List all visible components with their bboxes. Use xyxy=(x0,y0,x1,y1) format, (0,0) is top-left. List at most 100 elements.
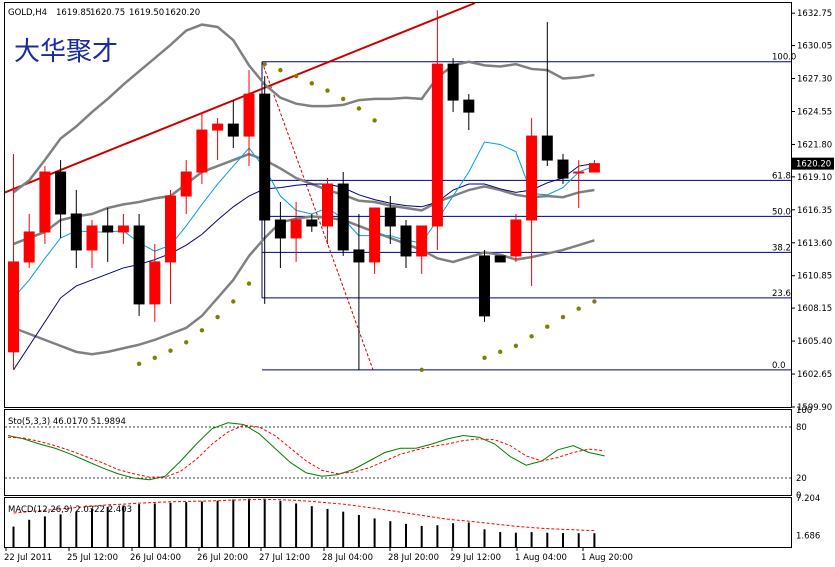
time-tick-label: 1 Aug 04:00 xyxy=(515,553,567,563)
candle-body xyxy=(588,163,600,173)
price-tick-label: 1621.80 xyxy=(797,140,832,150)
time-tick-label: 25 Jul 12:00 xyxy=(67,553,118,563)
stochastic-signal-line xyxy=(7,424,605,478)
candle-body xyxy=(86,225,98,251)
candle-body xyxy=(227,123,239,137)
price-plot: 100.0 61.8 50.0 38.2 23.6 0.0 xyxy=(4,2,796,373)
price-tick-label: 1630.05 xyxy=(797,42,832,52)
candle-body xyxy=(384,207,396,227)
sar-dot xyxy=(262,61,267,67)
candle-body xyxy=(55,171,67,215)
candle-body xyxy=(165,195,176,263)
fib-level-label: 61.8 xyxy=(772,171,791,181)
sar-dot xyxy=(498,349,503,355)
fib-level-label: 50.0 xyxy=(772,207,791,217)
candle-body xyxy=(526,135,538,221)
time-tick-label: 26 Jul 20:00 xyxy=(197,553,248,563)
sar-dot xyxy=(560,314,566,320)
candle-body xyxy=(337,183,349,251)
candle-body xyxy=(117,225,129,233)
sar-dot xyxy=(231,299,236,304)
price-panel-frame xyxy=(4,2,792,408)
stochastic-tick-label: 20 xyxy=(796,474,807,484)
candle-body xyxy=(510,219,522,257)
candle-body xyxy=(274,219,286,239)
candle-body xyxy=(243,93,255,137)
sar-dot xyxy=(482,355,487,361)
time-tick-label: 29 Jul 12:00 xyxy=(450,553,501,563)
fib-level-label: 100.0 xyxy=(772,53,796,63)
macd-tick-label: 1.686 xyxy=(796,532,820,542)
candle-body xyxy=(557,159,569,179)
symbol-label: GOLD,H4 xyxy=(8,8,47,18)
sar-dot xyxy=(199,328,205,333)
ma-slow-line xyxy=(13,163,595,371)
sar-dot xyxy=(529,334,534,339)
sar-dot xyxy=(325,88,330,93)
price-tick-label: 1605.40 xyxy=(797,337,832,347)
candle-body xyxy=(39,171,51,233)
price-axis: 1632.75 1630.05 1627.30 1624.55 1621.80 1619.… xyxy=(791,9,834,413)
fib-diagonal xyxy=(261,61,374,371)
bollinger-upper-line xyxy=(12,23,595,194)
sar-dot xyxy=(372,118,377,123)
macd-tick-label: 7.204 xyxy=(796,494,820,504)
candle-body xyxy=(149,261,161,305)
candle-body xyxy=(322,183,333,227)
candle-body xyxy=(180,171,192,197)
ohlc-open: 1619.85 xyxy=(56,8,91,18)
current-price-box xyxy=(792,157,834,170)
price-tick-label: 1610.85 xyxy=(797,272,832,282)
price-tick-label: 1608.15 xyxy=(797,304,832,314)
time-tick-label: 28 Jul 04:00 xyxy=(322,553,373,563)
candle-body xyxy=(212,123,224,131)
price-tick-label: 1613.60 xyxy=(797,239,832,249)
sar-dot xyxy=(341,96,346,102)
price-tick-label: 1624.55 xyxy=(797,107,832,117)
current-price-label: 1620.20 xyxy=(796,160,831,170)
macd-signal-line xyxy=(13,498,595,532)
sar-dot xyxy=(184,340,189,345)
candle-body xyxy=(259,93,271,221)
candle-body xyxy=(353,249,365,263)
stochastic-plot: 100 80 20 0 xyxy=(5,406,812,501)
time-tick-label: 1 Aug 20:00 xyxy=(581,553,633,563)
candle-body xyxy=(306,219,318,227)
candle-body xyxy=(369,207,381,263)
macd-plot: 7.204 1.686 xyxy=(12,494,820,547)
candle-body xyxy=(416,225,428,257)
candle-body xyxy=(573,171,585,174)
price-tick-label: 1632.75 xyxy=(797,9,832,19)
bollinger-lower-line xyxy=(13,215,595,356)
sar-dot xyxy=(215,314,220,320)
sar-dot xyxy=(356,106,362,111)
time-tick-label: 26 Jul 04:00 xyxy=(130,553,181,563)
time-tick-label: 22 Jul 2011 xyxy=(4,553,52,563)
logo-text: 大华聚才 xyxy=(14,37,118,67)
sar-dot xyxy=(592,299,597,304)
sar-dot xyxy=(246,281,252,286)
sar-dot xyxy=(419,367,424,373)
bollinger-middle-line xyxy=(13,152,595,246)
fib-level-label: 0.0 xyxy=(772,361,786,371)
candle-body xyxy=(8,261,19,353)
macd-label: MACD(12,26,9) 2.0322 2.403 xyxy=(8,505,132,515)
sar-dot xyxy=(152,355,157,361)
sar-dot xyxy=(136,361,142,367)
sar-dot xyxy=(545,324,550,329)
price-tick-label: 1627.30 xyxy=(797,75,832,85)
price-tick-label: 1599.90 xyxy=(797,403,832,413)
fib-level-label: 38.2 xyxy=(772,243,791,253)
stochastic-panel-frame xyxy=(4,409,792,496)
ohlc-high: 1620.75 xyxy=(90,8,125,18)
sar-dot xyxy=(168,348,173,353)
price-tick-label: 1616.35 xyxy=(797,206,832,216)
candle-body xyxy=(479,255,490,317)
sar-dot xyxy=(513,343,519,349)
sar-dot xyxy=(293,73,299,79)
stochastic-main-line xyxy=(7,422,605,481)
candle-body xyxy=(541,135,553,161)
stochastic-tick-label: 100 xyxy=(796,406,812,416)
candle-body xyxy=(196,129,208,173)
